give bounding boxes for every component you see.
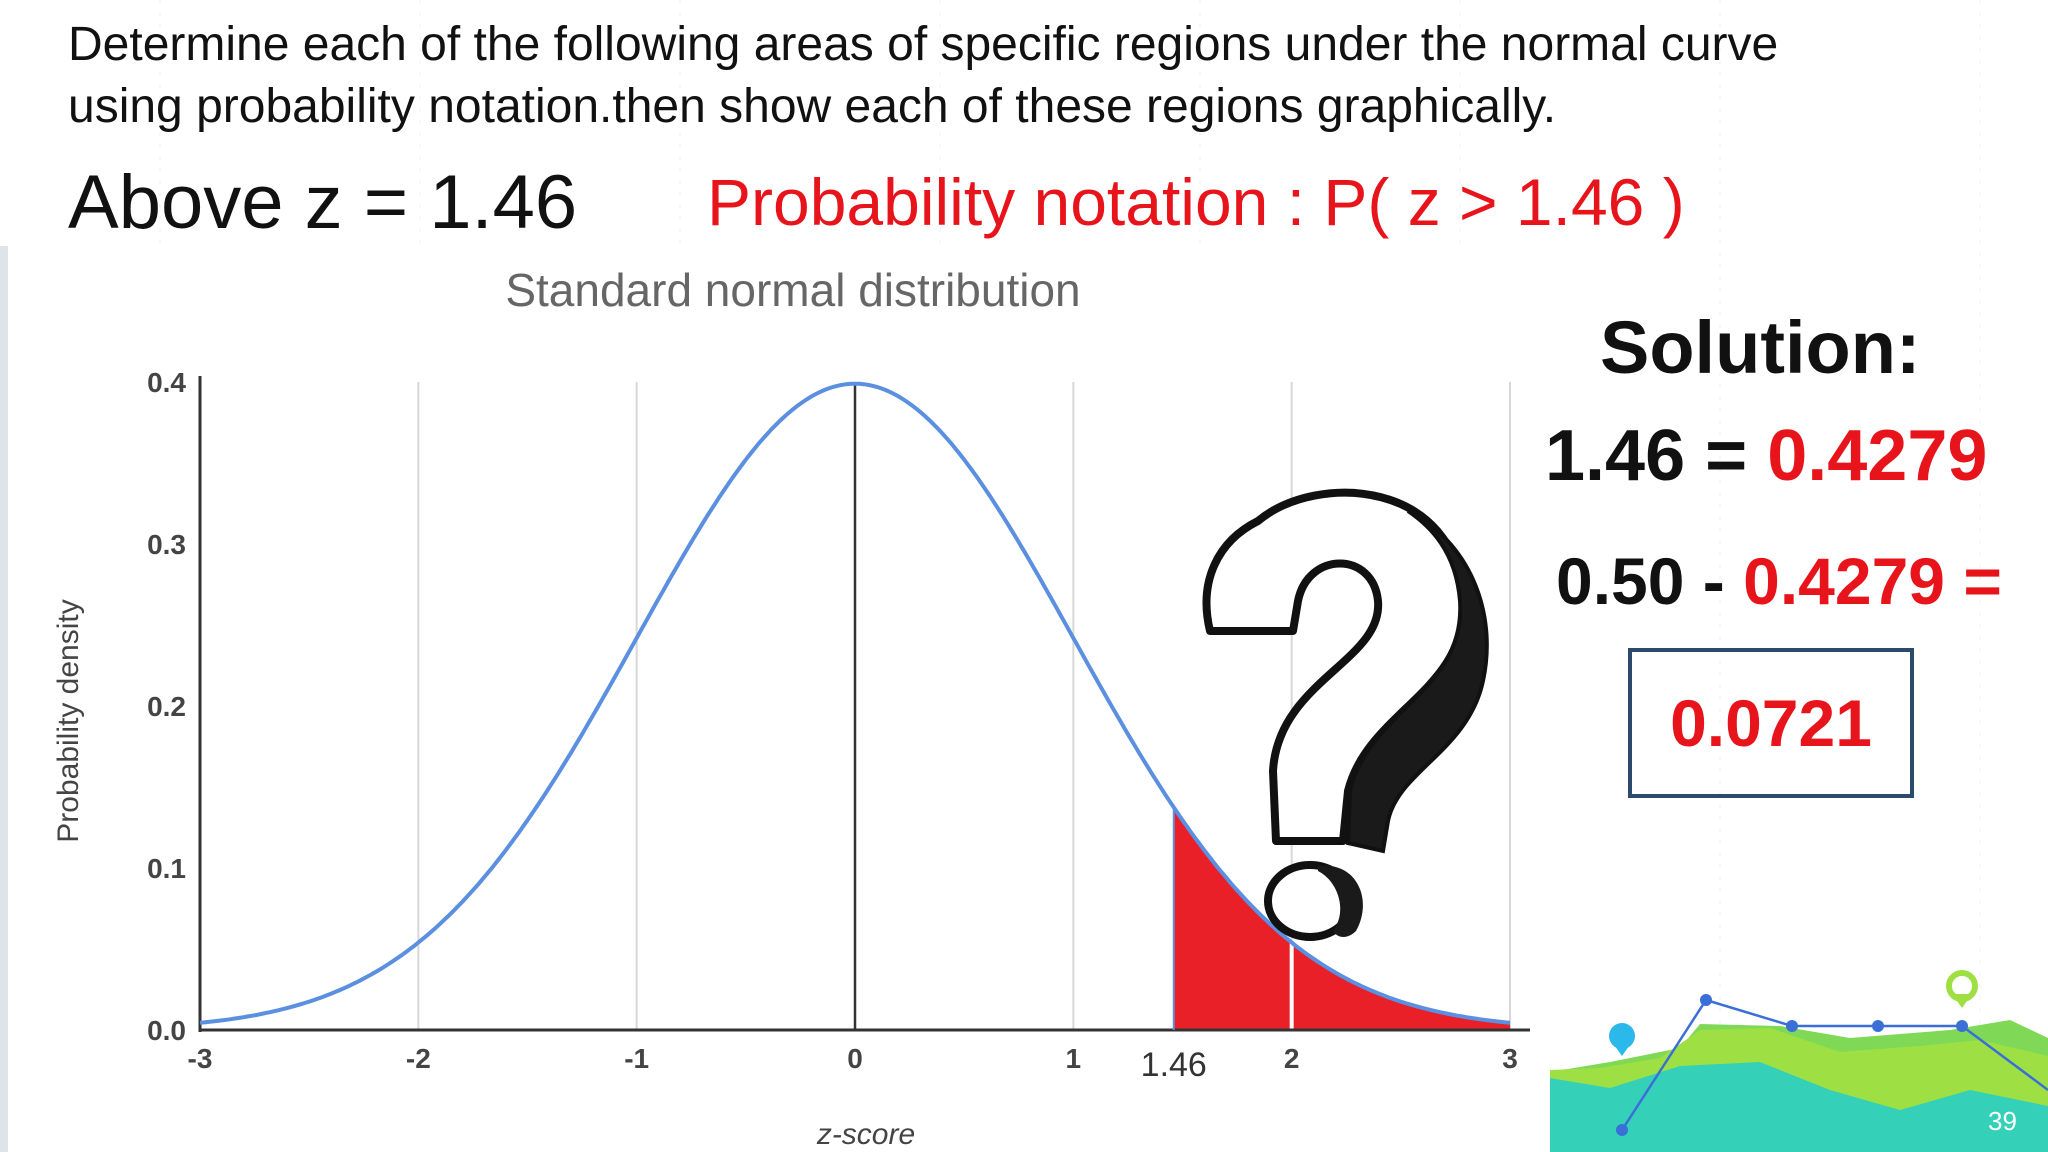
line-chart-decoration [1550,970,2048,1152]
panel-left-edge [0,246,8,1152]
x-tick-label: 0 [847,1043,863,1074]
y-tick-label: 0.2 [147,691,186,722]
x-tick-label: 2 [1284,1043,1300,1074]
x-tick-label: -1 [624,1043,649,1074]
x-tick-label: 3 [1502,1043,1518,1074]
solution-line-1-value: 0.4279 [1767,416,1988,496]
chart-title: Standard normal distribution [505,264,1080,316]
instruction-text: Determine each of the following areas of… [68,14,1778,138]
x-axis-label: z-score [816,1118,915,1151]
chart-panel: -3 -2 -1 0 1 1.46 2 3 0.0 0.1 0.2 0.3 0.4 Standard … [0,246,1560,1152]
problem-label: Above z = 1.46 [68,160,578,245]
solution-line-1: 1.46 = 0.4279 [1545,415,1987,497]
solution-line-1-prefix: 1.46 = [1545,416,1768,496]
x-tick-label: -3 [188,1043,213,1074]
y-axis-label: Probability density [52,599,85,842]
axes [198,376,1530,1032]
instruction-line-1: Determine each of the following areas of… [68,18,1779,71]
x-tick-label: 1.46 [1141,1046,1207,1084]
normal-curve-line [199,381,1511,1025]
x-tick-labels: -3 -2 -1 0 1 1.46 2 3 [188,1043,1518,1084]
answer-box: 0.0721 [1628,648,1914,798]
y-tick-label: 0.3 [147,529,186,560]
y-tick-labels: 0.0 0.1 0.2 0.3 0.4 [147,367,186,1046]
normal-distribution-chart: -3 -2 -1 0 1 1.46 2 3 0.0 0.1 0.2 0.3 0.4 Standard … [0,246,1530,1152]
solution-line-2-value: 0.4279 = [1743,544,2002,618]
page-number: 39 [1988,1106,2017,1136]
shaded-tail-area [1173,807,1510,1030]
solution-line-2-prefix: 0.50 - [1556,544,1744,618]
answer-value: 0.0721 [1670,686,1872,760]
question-mark-icon [1202,488,1489,941]
solution-title: Solution: [1600,306,1921,389]
shaded-region [1173,807,1510,1030]
instruction-line-2: using probability notation.then show eac… [68,80,1557,133]
solution-line-2: 0.50 - 0.4279 = [1556,543,2002,619]
curve-group [199,381,1511,1025]
probability-notation: Probability notation : P( z > 1.46 ) [707,165,1685,239]
y-tick-label: 0.4 [147,367,186,398]
y-tick-label: 0.1 [147,853,186,884]
x-tick-label: -2 [406,1043,431,1074]
y-tick-label: 0.0 [147,1015,186,1046]
x-tick-label: 1 [1066,1043,1082,1074]
